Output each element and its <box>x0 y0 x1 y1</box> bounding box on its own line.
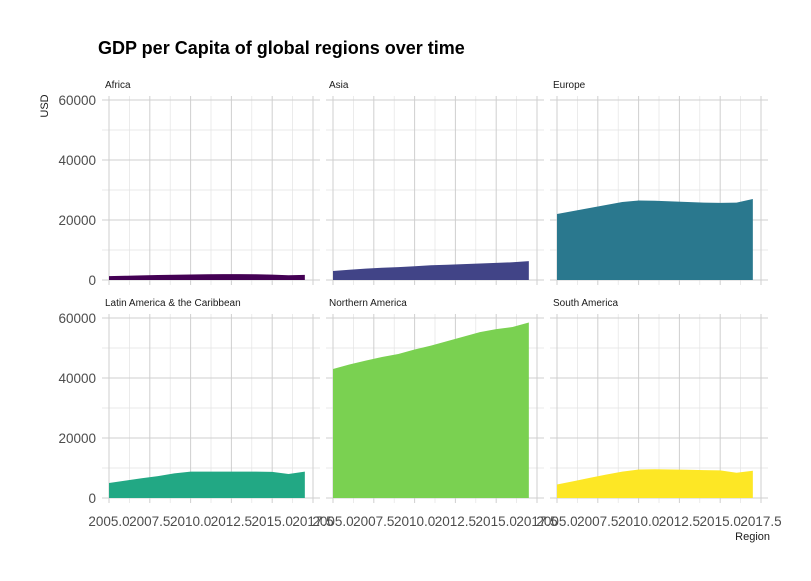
y-tick-label: 20000 <box>58 213 96 228</box>
x-tick-label: 2007.5 <box>353 514 394 529</box>
x-tick-label: 2015.0 <box>252 514 293 529</box>
x-tick-label: 2005.0 <box>312 514 353 529</box>
area-europe <box>557 199 753 280</box>
x-tick-label: 2017.5 <box>516 514 557 529</box>
x-tick-label: 2005.0 <box>88 514 129 529</box>
x-tick-label: 2012.5 <box>211 514 252 529</box>
facet-panels: Africa 0 20000 40000 60000 Asia Europe Latin Am… <box>58 80 781 529</box>
facet-northern-america: Northern America 2005.0 2007.5 2010.0 2012.5… <box>312 298 557 529</box>
x-tick-label: 2010.0 <box>170 514 211 529</box>
facet-label-africa: Africa <box>105 80 131 91</box>
area-asia <box>333 261 529 280</box>
x-tick-label: 2005.0 <box>536 514 577 529</box>
facet-label-latin-america-the-caribbean: Latin America & the Caribbean <box>105 298 241 309</box>
facet-label-europe: Europe <box>553 80 586 91</box>
x-tick-label: 2012.5 <box>435 514 476 529</box>
facet-europe: Europe <box>550 80 768 285</box>
area-africa <box>109 274 305 280</box>
x-axis-label: Region <box>735 531 770 543</box>
area-northern-america <box>333 322 529 498</box>
x-tick-label: 2012.5 <box>659 514 700 529</box>
y-tick-label: 40000 <box>58 371 96 386</box>
y-axis-label: USD <box>39 94 51 117</box>
facet-latin-america-the-caribbean: Latin America & the Caribbean 0 20000 40000… <box>58 298 333 529</box>
chart-title: GDP per Capita of global regions over ti… <box>98 38 465 58</box>
facet-label-asia: Asia <box>329 80 349 91</box>
x-tick-label: 2010.0 <box>618 514 659 529</box>
facet-asia: Asia <box>326 80 544 285</box>
facet-label-south-america: South America <box>553 298 618 309</box>
y-tick-label: 60000 <box>58 311 96 326</box>
facet-label-northern-america: Northern America <box>329 298 407 309</box>
x-tick-label: 2007.5 <box>577 514 618 529</box>
x-tick-label: 2015.0 <box>476 514 517 529</box>
y-tick-label: 60000 <box>58 93 96 108</box>
x-tick-label: 2010.0 <box>394 514 435 529</box>
x-tick-label: 2015.0 <box>700 514 741 529</box>
area-south-america <box>557 469 753 498</box>
x-tick-label: 2017.5 <box>740 514 781 529</box>
facet-africa: Africa 0 20000 40000 60000 <box>58 80 320 288</box>
x-tick-label: 2007.5 <box>129 514 170 529</box>
x-tick-label: 2017.5 <box>292 514 333 529</box>
y-tick-label: 0 <box>88 491 96 506</box>
y-tick-label: 40000 <box>58 153 96 168</box>
y-tick-label: 20000 <box>58 431 96 446</box>
area-latin-america-the-caribbean <box>109 471 305 498</box>
y-tick-label: 0 <box>88 273 96 288</box>
